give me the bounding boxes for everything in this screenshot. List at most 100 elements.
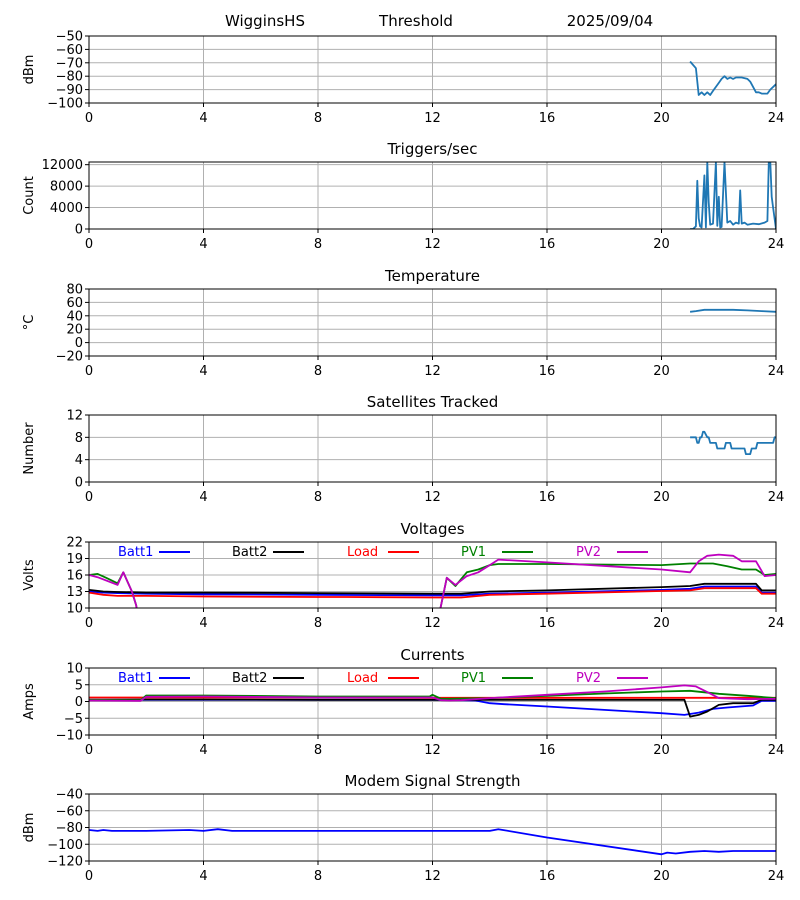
- y-tick-label: −70: [56, 56, 83, 71]
- y-tick-label: −60: [56, 43, 83, 58]
- chart-title: Satellites Tracked: [367, 393, 498, 411]
- series-line-signal: [689, 60, 776, 96]
- x-tick-label: 20: [653, 490, 670, 505]
- y-tick-label: 12000: [42, 158, 83, 173]
- x-tick-label: 20: [653, 237, 670, 252]
- legend-label-batt1: Batt1: [118, 671, 153, 686]
- x-tick-label: 12: [424, 743, 441, 758]
- x-tick-label: 20: [653, 364, 670, 379]
- header-station: WigginsHS: [225, 12, 305, 30]
- y-tick-label: 12: [66, 409, 83, 424]
- y-tick-label: −90: [56, 83, 83, 98]
- x-tick-label: 0: [85, 237, 93, 252]
- series-line-satellites: [690, 430, 776, 456]
- y-tick-label: 8: [75, 431, 83, 446]
- y-tick-label: −100: [47, 838, 83, 853]
- header-mode: Threshold: [378, 12, 453, 30]
- y-axis-label: Amps: [22, 683, 37, 720]
- x-tick-label: 8: [314, 364, 322, 379]
- x-tick-label: 12: [424, 111, 441, 126]
- y-tick-label: −80: [56, 70, 83, 85]
- legend-label-pv2: PV2: [576, 545, 601, 560]
- legend-label-pv1: PV1: [461, 545, 486, 560]
- x-tick-label: 4: [199, 743, 207, 758]
- x-tick-label: 0: [85, 111, 93, 126]
- y-tick-label: 13: [66, 585, 83, 600]
- y-axis-label: Number: [22, 422, 37, 475]
- y-tick-label: −100: [47, 97, 83, 112]
- x-tick-label: 12: [424, 237, 441, 252]
- series-line-load: [89, 587, 776, 599]
- legend-label-batt2: Batt2: [232, 671, 267, 686]
- y-tick-label: 10: [66, 602, 83, 617]
- x-tick-label: 0: [85, 743, 93, 758]
- x-tick-label: 4: [199, 364, 207, 379]
- figure-header: WigginsHS Threshold 2025/09/04: [225, 12, 653, 30]
- series-line-temperature: [689, 308, 776, 313]
- y-tick-label: 4000: [50, 201, 83, 216]
- y-tick-label: −5: [64, 712, 83, 727]
- series-line-pv2: [89, 553, 776, 608]
- x-tick-label: 8: [314, 237, 322, 252]
- x-tick-label: 8: [314, 743, 322, 758]
- x-tick-label: 0: [85, 364, 93, 379]
- x-tick-label: 0: [85, 490, 93, 505]
- legend-label-batt2: Batt2: [232, 545, 267, 560]
- x-tick-label: 20: [653, 111, 670, 126]
- x-tick-label: 24: [768, 743, 785, 758]
- y-tick-label: 20: [66, 323, 83, 338]
- x-tick-label: 24: [768, 490, 785, 505]
- chart-title: Triggers/sec: [387, 140, 478, 158]
- chart-triggers: 0 4 8 12 16 20 24 0 4000 8000 12000 Triggers/sec Cou…: [22, 140, 784, 252]
- legend-label-load: Load: [347, 545, 378, 560]
- y-tick-label: 10: [66, 662, 83, 677]
- series-line-pv1: [89, 689, 776, 702]
- legend-label-pv1: PV1: [461, 671, 486, 686]
- y-tick-label: 8000: [50, 180, 83, 195]
- x-tick-label: 24: [768, 111, 785, 126]
- chart-satellites: 0 4 8 12 16 20 24 0 4 8 12 Satellites Tracked Number: [22, 393, 784, 505]
- x-tick-label: 8: [314, 111, 322, 126]
- series-line-pv2: [89, 684, 776, 702]
- y-axis-label: Count: [22, 176, 37, 215]
- chart-title: Temperature: [384, 267, 480, 285]
- y-tick-label: −50: [56, 30, 83, 45]
- y-tick-label: 19: [66, 552, 83, 567]
- x-tick-label: 20: [653, 616, 670, 631]
- y-axis-label: Volts: [22, 559, 37, 591]
- x-tick-label: 8: [314, 869, 322, 884]
- series-line-batt2: [89, 698, 776, 718]
- x-tick-label: 12: [424, 869, 441, 884]
- x-tick-label: 24: [768, 869, 785, 884]
- y-tick-label: 22: [66, 536, 83, 551]
- x-tick-label: 12: [424, 364, 441, 379]
- y-tick-label: −10: [56, 729, 83, 744]
- x-tick-label: 8: [314, 616, 322, 631]
- x-tick-label: 8: [314, 490, 322, 505]
- y-axis-label: dBm: [22, 813, 37, 843]
- y-tick-label: 0: [75, 336, 83, 351]
- x-tick-label: 24: [768, 237, 785, 252]
- x-tick-label: 12: [424, 490, 441, 505]
- x-tick-label: 16: [539, 869, 556, 884]
- chart-title: Modem Signal Strength: [345, 772, 521, 790]
- chart-title: Voltages: [400, 520, 464, 538]
- x-tick-label: 20: [653, 869, 670, 884]
- x-tick-label: 4: [199, 490, 207, 505]
- x-tick-label: 4: [199, 869, 207, 884]
- x-tick-label: 16: [539, 111, 556, 126]
- y-tick-label: 0: [75, 695, 83, 710]
- y-tick-label: 80: [66, 283, 83, 298]
- y-tick-label: 16: [66, 569, 83, 584]
- x-tick-label: 24: [768, 364, 785, 379]
- y-tick-label: −80: [56, 821, 83, 836]
- chart-title: Currents: [400, 646, 464, 664]
- y-tick-label: 0: [75, 223, 83, 238]
- legend-label-pv2: PV2: [576, 671, 601, 686]
- series-line-modem: [89, 828, 776, 856]
- y-tick-label: 4: [75, 453, 83, 468]
